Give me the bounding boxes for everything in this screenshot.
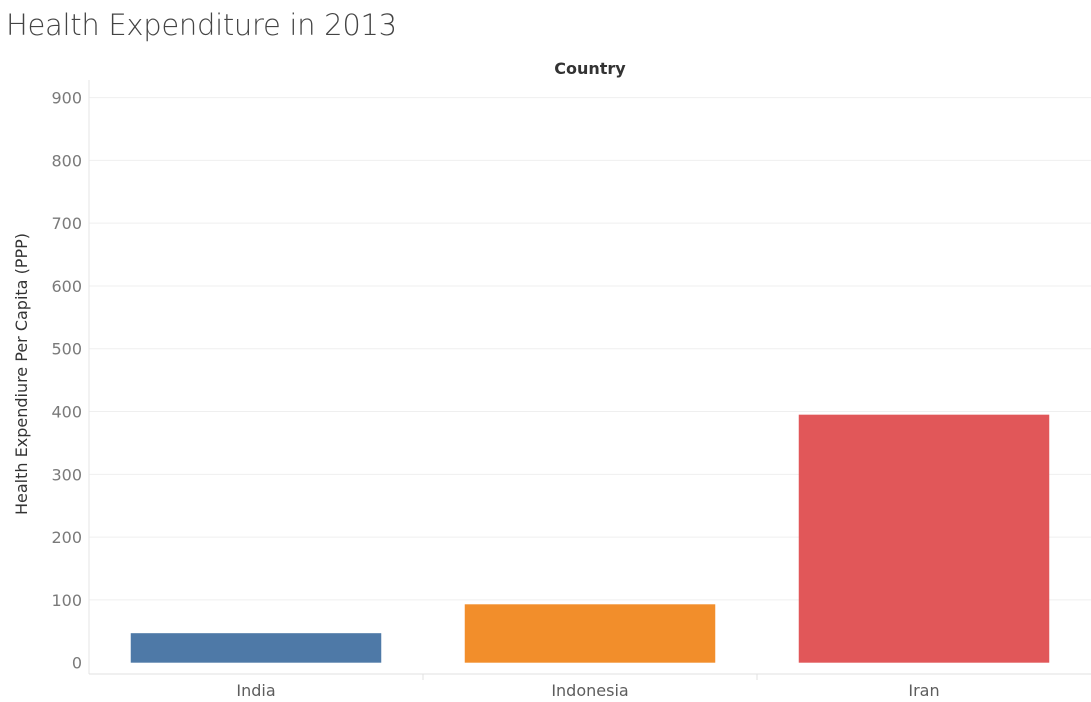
y-tick-label: 500 <box>51 340 82 359</box>
y-tick-labels: 0 100 200 300 400 500 600 700 800 900 <box>51 89 82 673</box>
y-tick-label: 300 <box>51 465 82 484</box>
axes <box>88 80 1091 680</box>
y-tick-label: 800 <box>51 151 82 170</box>
bar-india[interactable] <box>130 633 382 663</box>
x-tick-label: Iran <box>908 681 939 700</box>
bar-indonesia[interactable] <box>464 604 716 663</box>
gridlines <box>89 97 1091 601</box>
y-tick-label: 600 <box>51 277 82 296</box>
x-tick-labels: India Indonesia Iran <box>236 681 939 700</box>
column-header-title: Country <box>554 59 626 78</box>
y-tick-label: 0 <box>72 654 82 673</box>
chart-title: Health Expenditure in 2013 <box>6 8 397 42</box>
bars <box>130 414 1050 663</box>
y-tick-label: 100 <box>51 591 82 610</box>
bar-iran[interactable] <box>798 414 1050 663</box>
y-tick-label: 900 <box>51 89 82 108</box>
x-tick-label: India <box>236 681 275 700</box>
x-tick-label: Indonesia <box>551 681 628 700</box>
y-tick-label: 200 <box>51 528 82 547</box>
y-tick-label: 400 <box>51 403 82 422</box>
y-tick-label: 700 <box>51 214 82 233</box>
y-axis-title: Health Expendiure Per Capita (PPP) <box>12 233 31 515</box>
